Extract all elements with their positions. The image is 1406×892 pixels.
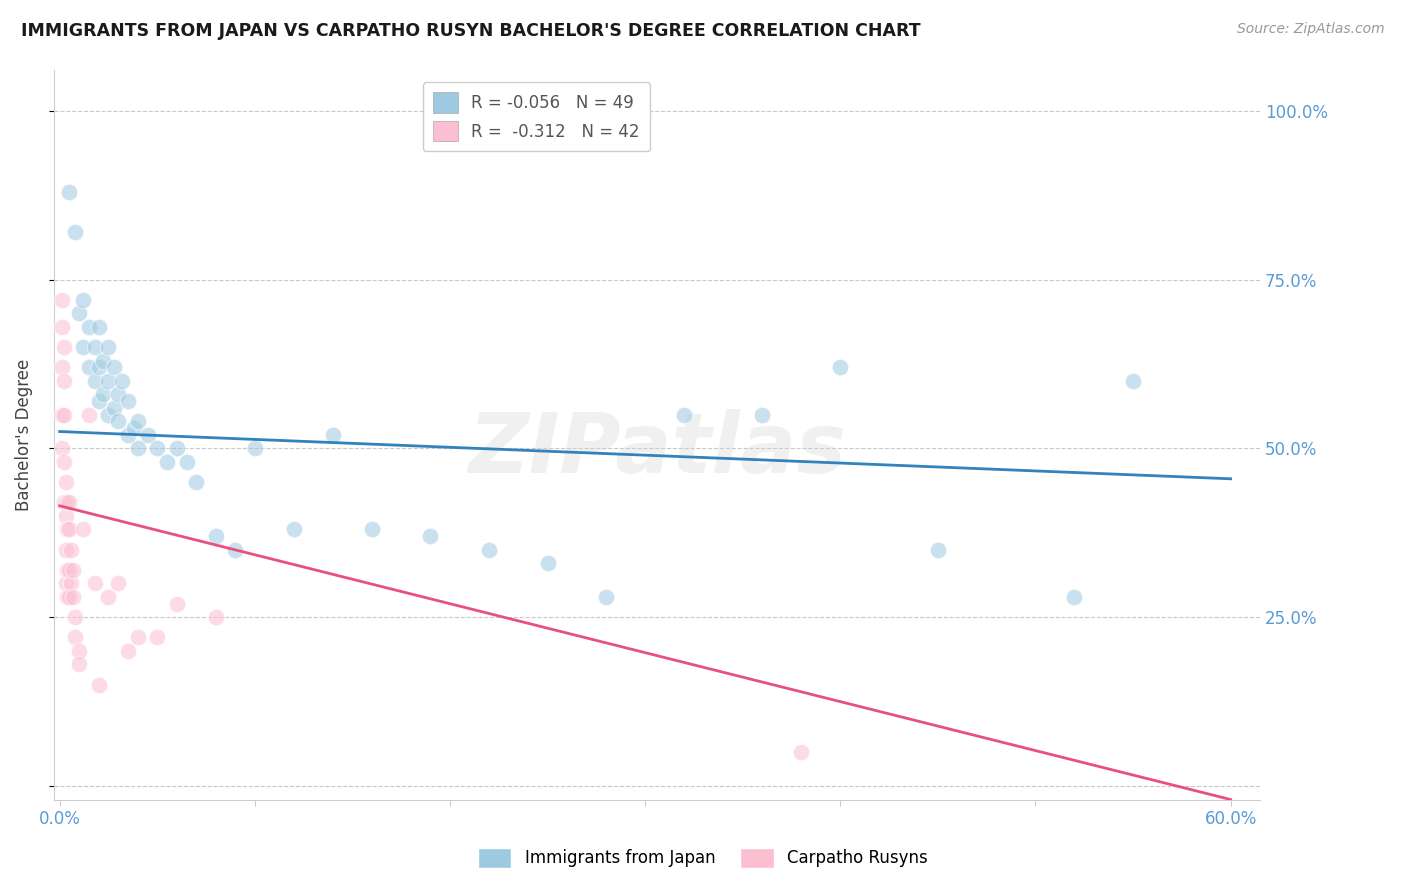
Point — [51, 319, 73, 334]
Point — [107, 414, 129, 428]
Point — [97, 590, 120, 604]
Point — [58, 563, 80, 577]
Point — [111, 374, 134, 388]
Point — [56, 563, 79, 577]
Point — [72, 293, 94, 307]
Point — [103, 360, 125, 375]
Point — [58, 590, 80, 604]
Point — [51, 360, 73, 375]
Legend: R = -0.056   N = 49, R =  -0.312   N = 42: R = -0.056 N = 49, R = -0.312 N = 42 — [423, 82, 650, 152]
Point — [77, 319, 100, 334]
Point — [56, 590, 79, 604]
Point — [56, 495, 79, 509]
Point — [58, 495, 80, 509]
Point — [52, 340, 75, 354]
Point — [58, 523, 80, 537]
Point — [322, 428, 344, 442]
Point — [65, 225, 87, 239]
Text: IMMIGRANTS FROM JAPAN VS CARPATHO RUSYN BACHELOR'S DEGREE CORRELATION CHART: IMMIGRANTS FROM JAPAN VS CARPATHO RUSYN … — [21, 22, 921, 40]
Point — [176, 455, 198, 469]
Point — [52, 374, 75, 388]
Point — [83, 340, 105, 354]
Point — [51, 408, 73, 422]
Point — [52, 495, 75, 509]
Point — [62, 563, 84, 577]
Point — [65, 610, 87, 624]
Point — [55, 542, 77, 557]
Point — [283, 523, 305, 537]
Point — [60, 576, 83, 591]
Y-axis label: Bachelor's Degree: Bachelor's Degree — [15, 359, 32, 511]
Point — [117, 394, 139, 409]
Point — [186, 475, 208, 490]
Point — [127, 414, 149, 428]
Point — [97, 340, 120, 354]
Point — [127, 631, 149, 645]
Point — [136, 428, 159, 442]
Point — [146, 442, 169, 456]
Point — [751, 408, 773, 422]
Point — [52, 455, 75, 469]
Point — [77, 408, 100, 422]
Point — [117, 644, 139, 658]
Point — [107, 576, 129, 591]
Point — [72, 523, 94, 537]
Point — [790, 745, 813, 759]
Point — [87, 678, 110, 692]
Point — [1122, 374, 1144, 388]
Legend: Immigrants from Japan, Carpatho Rusyns: Immigrants from Japan, Carpatho Rusyns — [471, 841, 935, 875]
Point — [55, 576, 77, 591]
Point — [51, 442, 73, 456]
Point — [595, 590, 617, 604]
Point — [87, 394, 110, 409]
Point — [166, 442, 188, 456]
Point — [65, 631, 87, 645]
Point — [1063, 590, 1085, 604]
Point — [67, 306, 90, 320]
Point — [56, 523, 79, 537]
Point — [87, 360, 110, 375]
Point — [97, 408, 120, 422]
Point — [97, 374, 120, 388]
Point — [224, 542, 246, 557]
Point — [62, 590, 84, 604]
Point — [91, 353, 114, 368]
Point — [243, 442, 266, 456]
Point — [478, 542, 501, 557]
Point — [419, 529, 441, 543]
Point — [72, 340, 94, 354]
Point — [87, 319, 110, 334]
Point — [55, 475, 77, 490]
Point — [83, 576, 105, 591]
Point — [927, 542, 949, 557]
Point — [55, 508, 77, 523]
Point — [156, 455, 179, 469]
Point — [52, 408, 75, 422]
Point — [67, 644, 90, 658]
Point — [67, 657, 90, 672]
Point — [117, 428, 139, 442]
Point — [536, 556, 558, 570]
Point — [60, 542, 83, 557]
Point — [58, 185, 80, 199]
Point — [204, 529, 226, 543]
Point — [204, 610, 226, 624]
Point — [107, 387, 129, 401]
Text: ZIPatlas: ZIPatlas — [468, 409, 846, 490]
Point — [103, 401, 125, 415]
Point — [127, 442, 149, 456]
Point — [166, 597, 188, 611]
Point — [122, 421, 145, 435]
Text: Source: ZipAtlas.com: Source: ZipAtlas.com — [1237, 22, 1385, 37]
Point — [673, 408, 696, 422]
Point — [830, 360, 852, 375]
Point — [361, 523, 384, 537]
Point — [91, 387, 114, 401]
Point — [83, 374, 105, 388]
Point — [77, 360, 100, 375]
Point — [51, 293, 73, 307]
Point — [146, 631, 169, 645]
